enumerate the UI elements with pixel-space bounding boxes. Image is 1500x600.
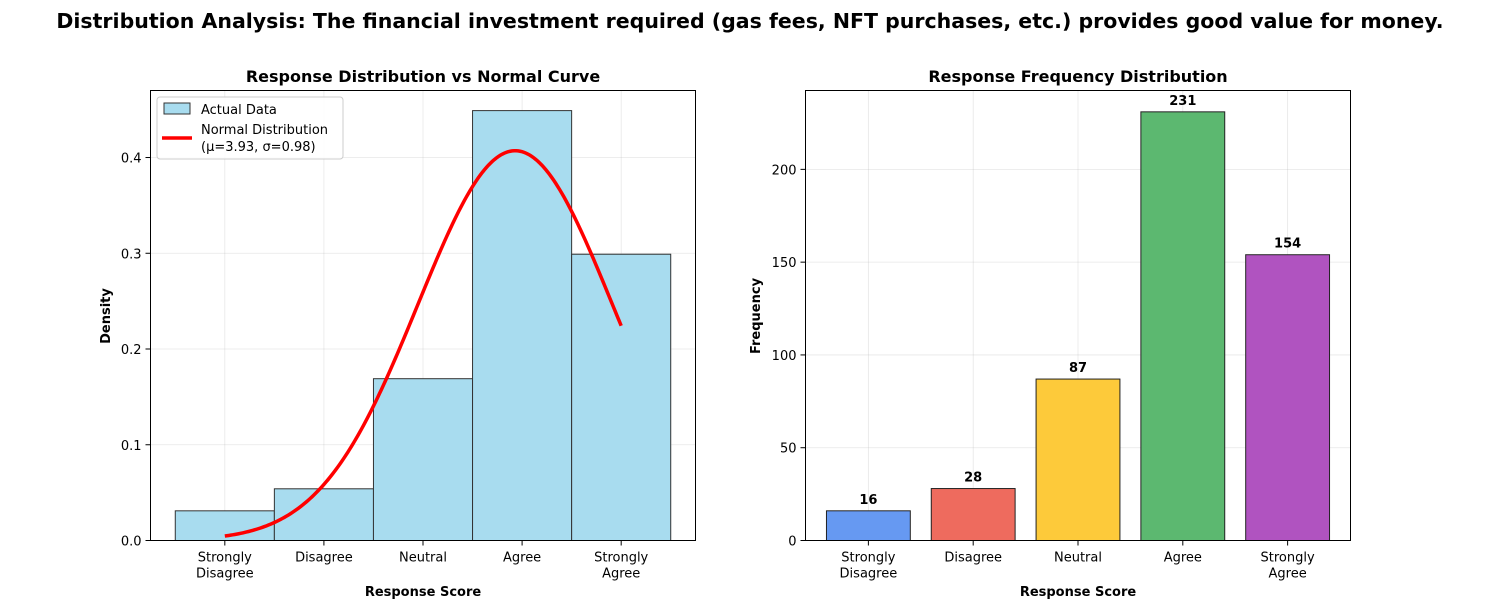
frequency-bar-disagree <box>930 488 1016 541</box>
frequency-xtick-label-agree: Agree <box>1164 551 1202 566</box>
density-xtick-label-neutral: Neutral <box>399 551 447 566</box>
legend-label-actual-data: Actual Data <box>201 103 277 118</box>
normal-curve <box>224 149 623 538</box>
frequency-data-label-strongly-disagree: 16 <box>859 493 877 508</box>
frequency-xtick-label-strongly-agree: Strongly Agree <box>1261 551 1315 582</box>
density-plot-xlabel: Response Score <box>365 585 482 600</box>
frequency-data-label-agree: 231 <box>1169 94 1196 109</box>
frequency-xtick-label-disagree: Disagree <box>944 551 1002 566</box>
density-ytick-label: 0.2 <box>121 343 142 358</box>
density-plot-ylabel: Density <box>99 288 114 344</box>
frequency-bars <box>825 111 1331 541</box>
density-ytick-label: 0.4 <box>121 152 142 167</box>
frequency-bar-neutral <box>1035 378 1121 541</box>
density-bar-strongly-agree <box>571 253 672 541</box>
density-xtick-label-strongly-agree: Strongly Agree <box>594 551 648 582</box>
density-xtick-label-strongly-disagree: Strongly Disagree <box>196 551 254 582</box>
legend-box <box>156 96 344 160</box>
density-xtick-label-agree: Agree <box>503 551 541 566</box>
density-ytick-label: 0.1 <box>121 439 142 454</box>
frequency-bar-strongly-disagree <box>825 510 911 541</box>
frequency-ytick-label: 200 <box>772 163 797 178</box>
frequency-data-labels: 16 28 87 231 154 <box>859 94 1301 508</box>
frequency-xtick-label-neutral: Neutral <box>1054 551 1102 566</box>
frequency-ytick-label: 100 <box>772 349 797 364</box>
frequency-plot-title: Response Frequency Distribution <box>928 67 1227 86</box>
frequency-ytick-label: 0 <box>788 535 796 550</box>
frequency-plot-ticks: Strongly Disagree Disagree Neutral Agree Stro… <box>772 163 1315 581</box>
frequency-plot: Response Frequency Distribution Strongly… <box>749 67 1351 600</box>
frequency-bar-agree <box>1140 111 1226 541</box>
density-bar-agree <box>472 110 573 541</box>
legend-label-normal-distribution: Normal Distribution (μ=3.93, σ=0.98) <box>201 123 328 155</box>
density-plot: Response Distribution vs Normal Curve St… <box>99 67 696 600</box>
frequency-ytick-label: 150 <box>772 256 797 271</box>
frequency-data-label-strongly-agree: 154 <box>1274 237 1301 252</box>
density-bar-strongly-disagree <box>174 510 275 542</box>
frequency-xtick-label-strongly-disagree: Strongly Disagree <box>840 551 898 582</box>
frequency-plot-ylabel: Frequency <box>749 277 764 354</box>
density-ytick-label: 0.0 <box>121 535 142 550</box>
frequency-plot-xlabel: Response Score <box>1020 585 1137 600</box>
density-plot-ticks: Strongly Disagree Disagree Neutral Agree Stro… <box>121 152 649 582</box>
density-plot-legend: Actual Data Normal Distribution (μ=3.93, … <box>156 96 344 160</box>
frequency-bar-strongly-agree <box>1245 254 1331 541</box>
density-plot-title: Response Distribution vs Normal Curve <box>246 67 600 86</box>
legend-swatch-actual-data <box>163 102 191 115</box>
frequency-data-label-disagree: 28 <box>964 471 982 486</box>
figure-title: Distribution Analysis: The financial inv… <box>56 9 1443 33</box>
density-xtick-label-disagree: Disagree <box>295 551 353 566</box>
density-bar-neutral <box>372 378 474 542</box>
frequency-ytick-label: 50 <box>780 442 797 457</box>
frequency-data-label-neutral: 87 <box>1069 361 1087 376</box>
density-ytick-label: 0.3 <box>121 247 142 262</box>
